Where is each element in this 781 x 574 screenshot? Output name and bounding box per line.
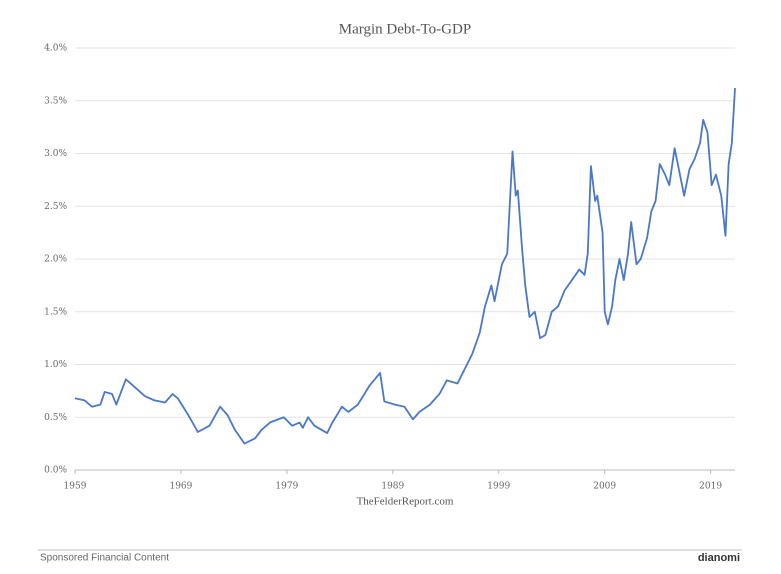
y-tick-label: 2.5%	[44, 202, 67, 212]
y-tick-label: 4.0%	[44, 44, 67, 54]
y-tick-label: 0.0%	[44, 466, 67, 476]
data-line	[74, 88, 736, 445]
y-tick-label: 0.5%	[44, 413, 67, 423]
x-tick-label: 1979	[275, 482, 298, 492]
x-tick-label: 2019	[699, 482, 722, 492]
y-tick-label: 1.5%	[44, 307, 67, 317]
y-tick-label: 3.0%	[44, 149, 67, 159]
x-tick-label: 1969	[169, 482, 192, 492]
x-tick-label: 2009	[593, 482, 616, 492]
sponsored-label: Sponsored Financial Content	[40, 553, 169, 564]
y-tick-label: 2.0%	[44, 255, 67, 265]
x-tick-label: 1999	[487, 482, 510, 492]
source: TheFelderReport.com	[357, 496, 454, 508]
x-tick-label: 1959	[64, 482, 87, 492]
brand-logo: dianomi	[698, 552, 740, 564]
y-tick-label: 3.5%	[44, 96, 67, 106]
y-tick-label: 1.0%	[44, 360, 67, 370]
chart-title: Margin Debt-To-GDP	[339, 21, 471, 37]
x-tick-label: 1989	[381, 482, 404, 492]
